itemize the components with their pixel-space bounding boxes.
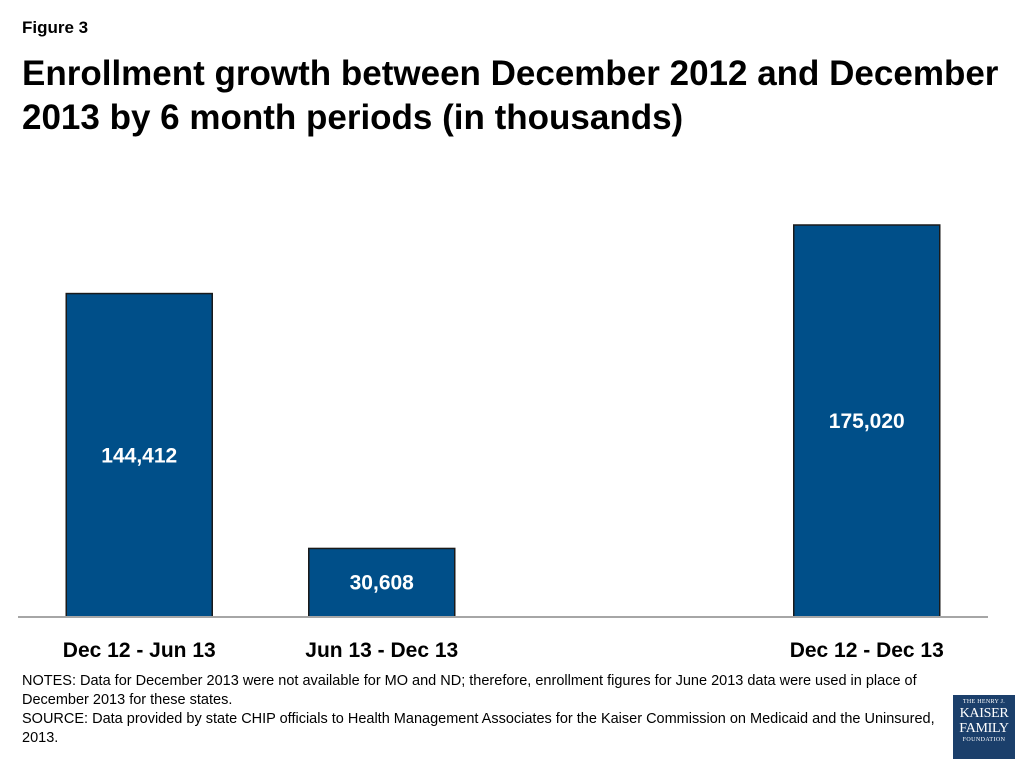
chart-title: Enrollment growth between December 2012 …: [22, 54, 999, 137]
logo-line-3: FAMILY: [959, 721, 1009, 736]
source-text: SOURCE: Data provided by state CHIP offi…: [22, 711, 935, 746]
category-label-0: Dec 12 - Jun 13: [63, 639, 216, 662]
category-label-1: Jun 13 - Dec 13: [305, 639, 458, 662]
bar-value-label-2: 175,020: [829, 410, 905, 433]
labels-layer: 144,412 Dec 12 - Jun 13 30,608 Jun 13 - Dec…: [63, 410, 944, 662]
bar-0: [65, 292, 213, 618]
category-label-2: Dec 12 - Dec 13: [790, 639, 944, 662]
notes-text: NOTES: Data for December 2013 were not a…: [22, 673, 917, 708]
kff-logo: THE HENRY J. KAISER FAMILY FOUNDATION: [953, 695, 1015, 759]
bar-2: [793, 224, 941, 618]
logo-line-1: THE HENRY J.: [962, 699, 1006, 705]
logo-line-4: FOUNDATION: [962, 737, 1006, 743]
chart-notes: NOTES: Data for December 2013 were not a…: [22, 672, 937, 748]
bar-value-label-1: 30,608: [350, 572, 415, 595]
figure-label: Figure 3: [22, 18, 89, 37]
bars-layer: [65, 224, 941, 618]
bar-value-label-0: 144,412: [101, 444, 177, 467]
bar-chart: 144,412 Dec 12 - Jun 13 30,608 Jun 13 - Dec…: [18, 224, 988, 662]
bar-1: [308, 547, 456, 618]
logo-line-2: KAISER: [959, 706, 1009, 721]
